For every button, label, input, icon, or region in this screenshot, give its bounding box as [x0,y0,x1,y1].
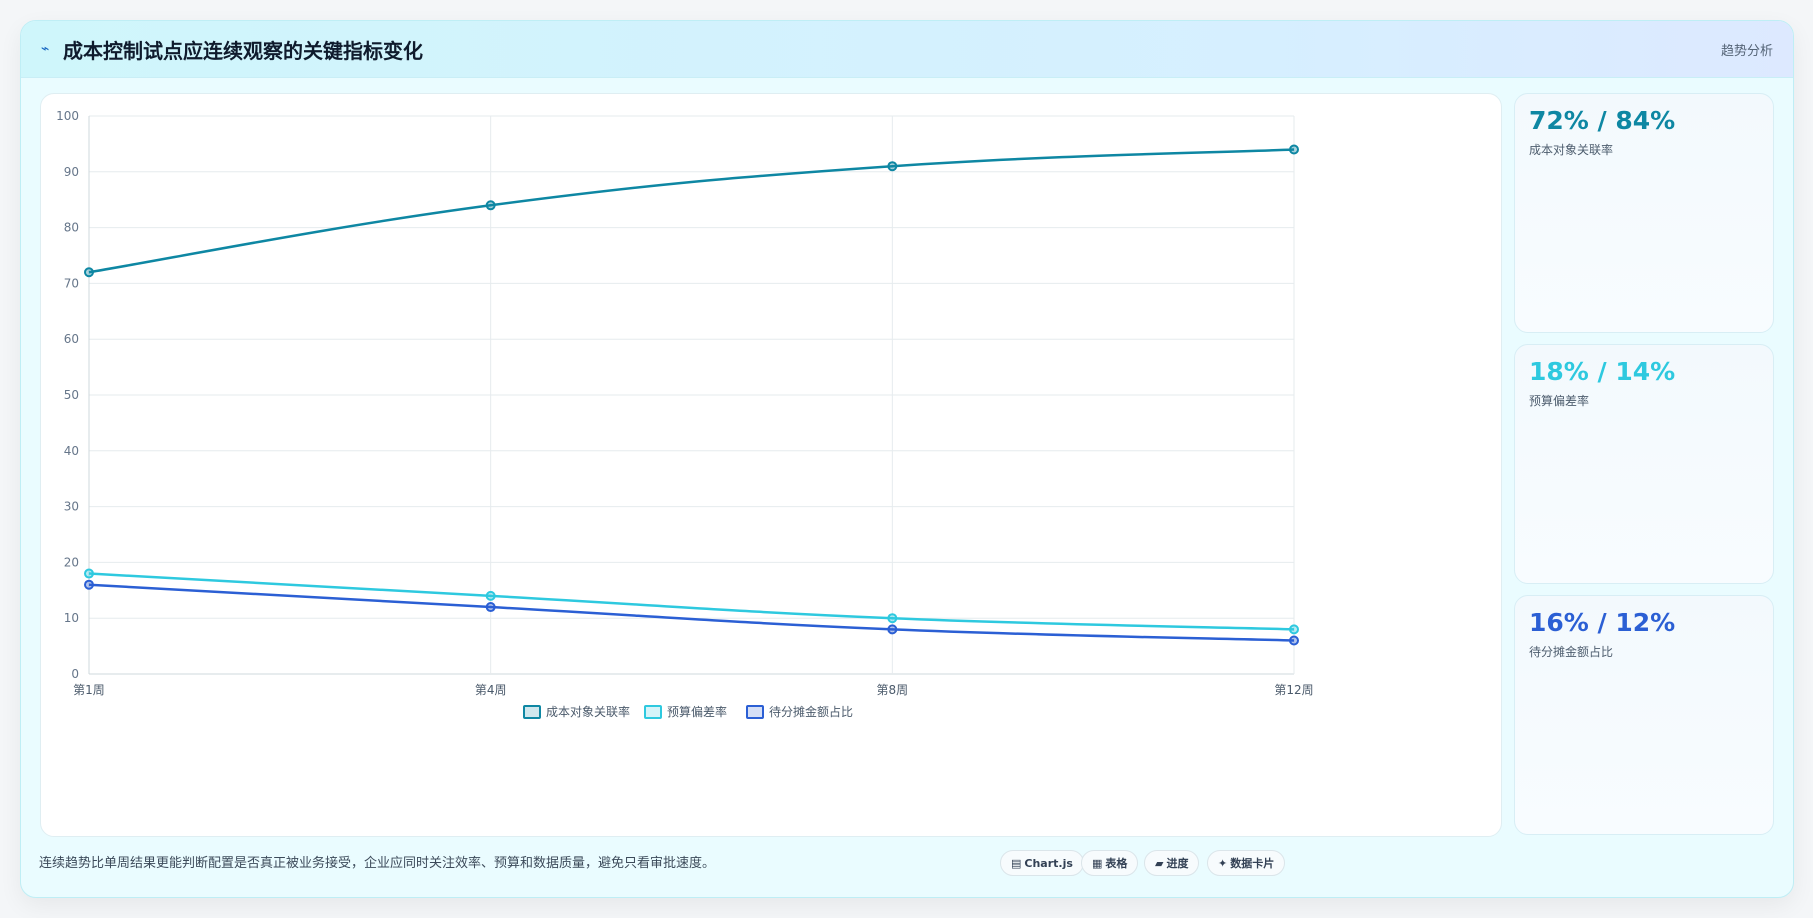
data-point [1289,624,1299,635]
chip-chartjs[interactable]: ▤ Chart.js [1000,850,1084,876]
y-tick-label: 10 [64,611,79,625]
kpi-card-budget-deviation: 18% / 14% 预算偏差率 [1514,344,1774,584]
chip-label: 数据卡片 [1230,857,1275,870]
data-point [1289,635,1299,646]
legend-swatch [644,705,662,719]
data-point [84,579,94,590]
legend-label: 待分摊金额占比 [769,704,853,719]
y-tick-label: 20 [64,555,79,569]
line-chart: 0 10 20 30 40 50 60 70 80 90 100 第1周 第4周 第8周 第12周成本对象关… [56,109,1314,719]
series-line-3 [88,583,1295,642]
legend-swatch [746,705,764,719]
kpi-label: 预算偏差率 [1529,394,1590,408]
x-tick-label: 第1周 [73,683,105,697]
trend-analysis-tag[interactable]: 趋势分析 [1720,44,1773,59]
page-title: 成本控制试点应连续观察的关键指标变化 [63,39,423,63]
chip-progress[interactable]: ▰ 进度 [1144,850,1200,876]
card-header: ⌁ 成本控制试点应连续观察的关键指标变化 趋势分析 [21,21,1793,78]
y-tick-label: 100 [56,109,79,123]
kpi-label: 待分摊金额占比 [1529,645,1614,659]
chip-table[interactable]: ▦ 表格 [1081,850,1139,876]
kpi-card-unallocated-ratio: 16% / 12% 待分摊金额占比 [1514,595,1774,835]
data-point [485,602,496,613]
data-point [1289,144,1299,155]
kpi-value: 72% / 84% [1529,106,1676,135]
data-point [485,200,496,211]
chip-data-card[interactable]: ✦ 数据卡片 [1207,850,1286,876]
y-tick-label: 80 [64,221,79,235]
data-point [887,613,898,624]
data-point [485,590,496,601]
x-tick-label: 第4周 [475,683,507,697]
series-line-1 [88,148,1295,274]
data-point [887,624,898,635]
data-point [84,568,94,579]
x-tick-label: 第12周 [1274,683,1313,697]
line-chart-panel: 0 10 20 30 40 50 60 70 80 90 100 第1周 第4周 第8周 第12周成本对象关… [40,93,1502,837]
kpi-value: 16% / 12% [1529,608,1676,637]
data-card-icon: ✦ [1218,857,1228,870]
chip-label: 表格 [1105,857,1128,870]
y-tick-label: 40 [64,444,79,458]
y-tick-label: 50 [64,388,79,402]
y-tick-label: 70 [64,276,79,290]
chart-icon: ▤ [1011,857,1022,870]
chip-label: 进度 [1166,857,1189,870]
legend-swatch [523,705,541,719]
data-point [84,267,94,278]
legend-label: 预算偏差率 [667,704,727,719]
series-line-2 [88,572,1295,631]
dashboard-card: ⌁ 成本控制试点应连续观察的关键指标变化 趋势分析 0 10 20 30 40 50 60 7… [20,20,1794,898]
data-point [887,161,898,172]
kpi-label: 成本对象关联率 [1529,143,1614,157]
x-tick-label: 第8周 [877,683,909,697]
y-tick-label: 60 [64,332,79,346]
y-tick-label: 30 [64,500,79,514]
chip-label: Chart.js [1024,857,1073,870]
trend-line-icon: ⌁ [41,41,50,57]
progress-icon: ▰ [1155,857,1164,870]
footer-note: 连续趋势比单周结果更能判断配置是否真正被业务接受，企业应同时关注效率、预算和数据… [39,856,716,871]
y-tick-label: 0 [71,667,79,681]
legend-label: 成本对象关联率 [546,704,630,719]
kpi-card-cost-object-rate: 72% / 84% 成本对象关联率 [1514,93,1774,333]
y-tick-label: 90 [64,165,79,179]
kpi-value: 18% / 14% [1529,357,1676,386]
table-icon: ▦ [1092,857,1103,870]
